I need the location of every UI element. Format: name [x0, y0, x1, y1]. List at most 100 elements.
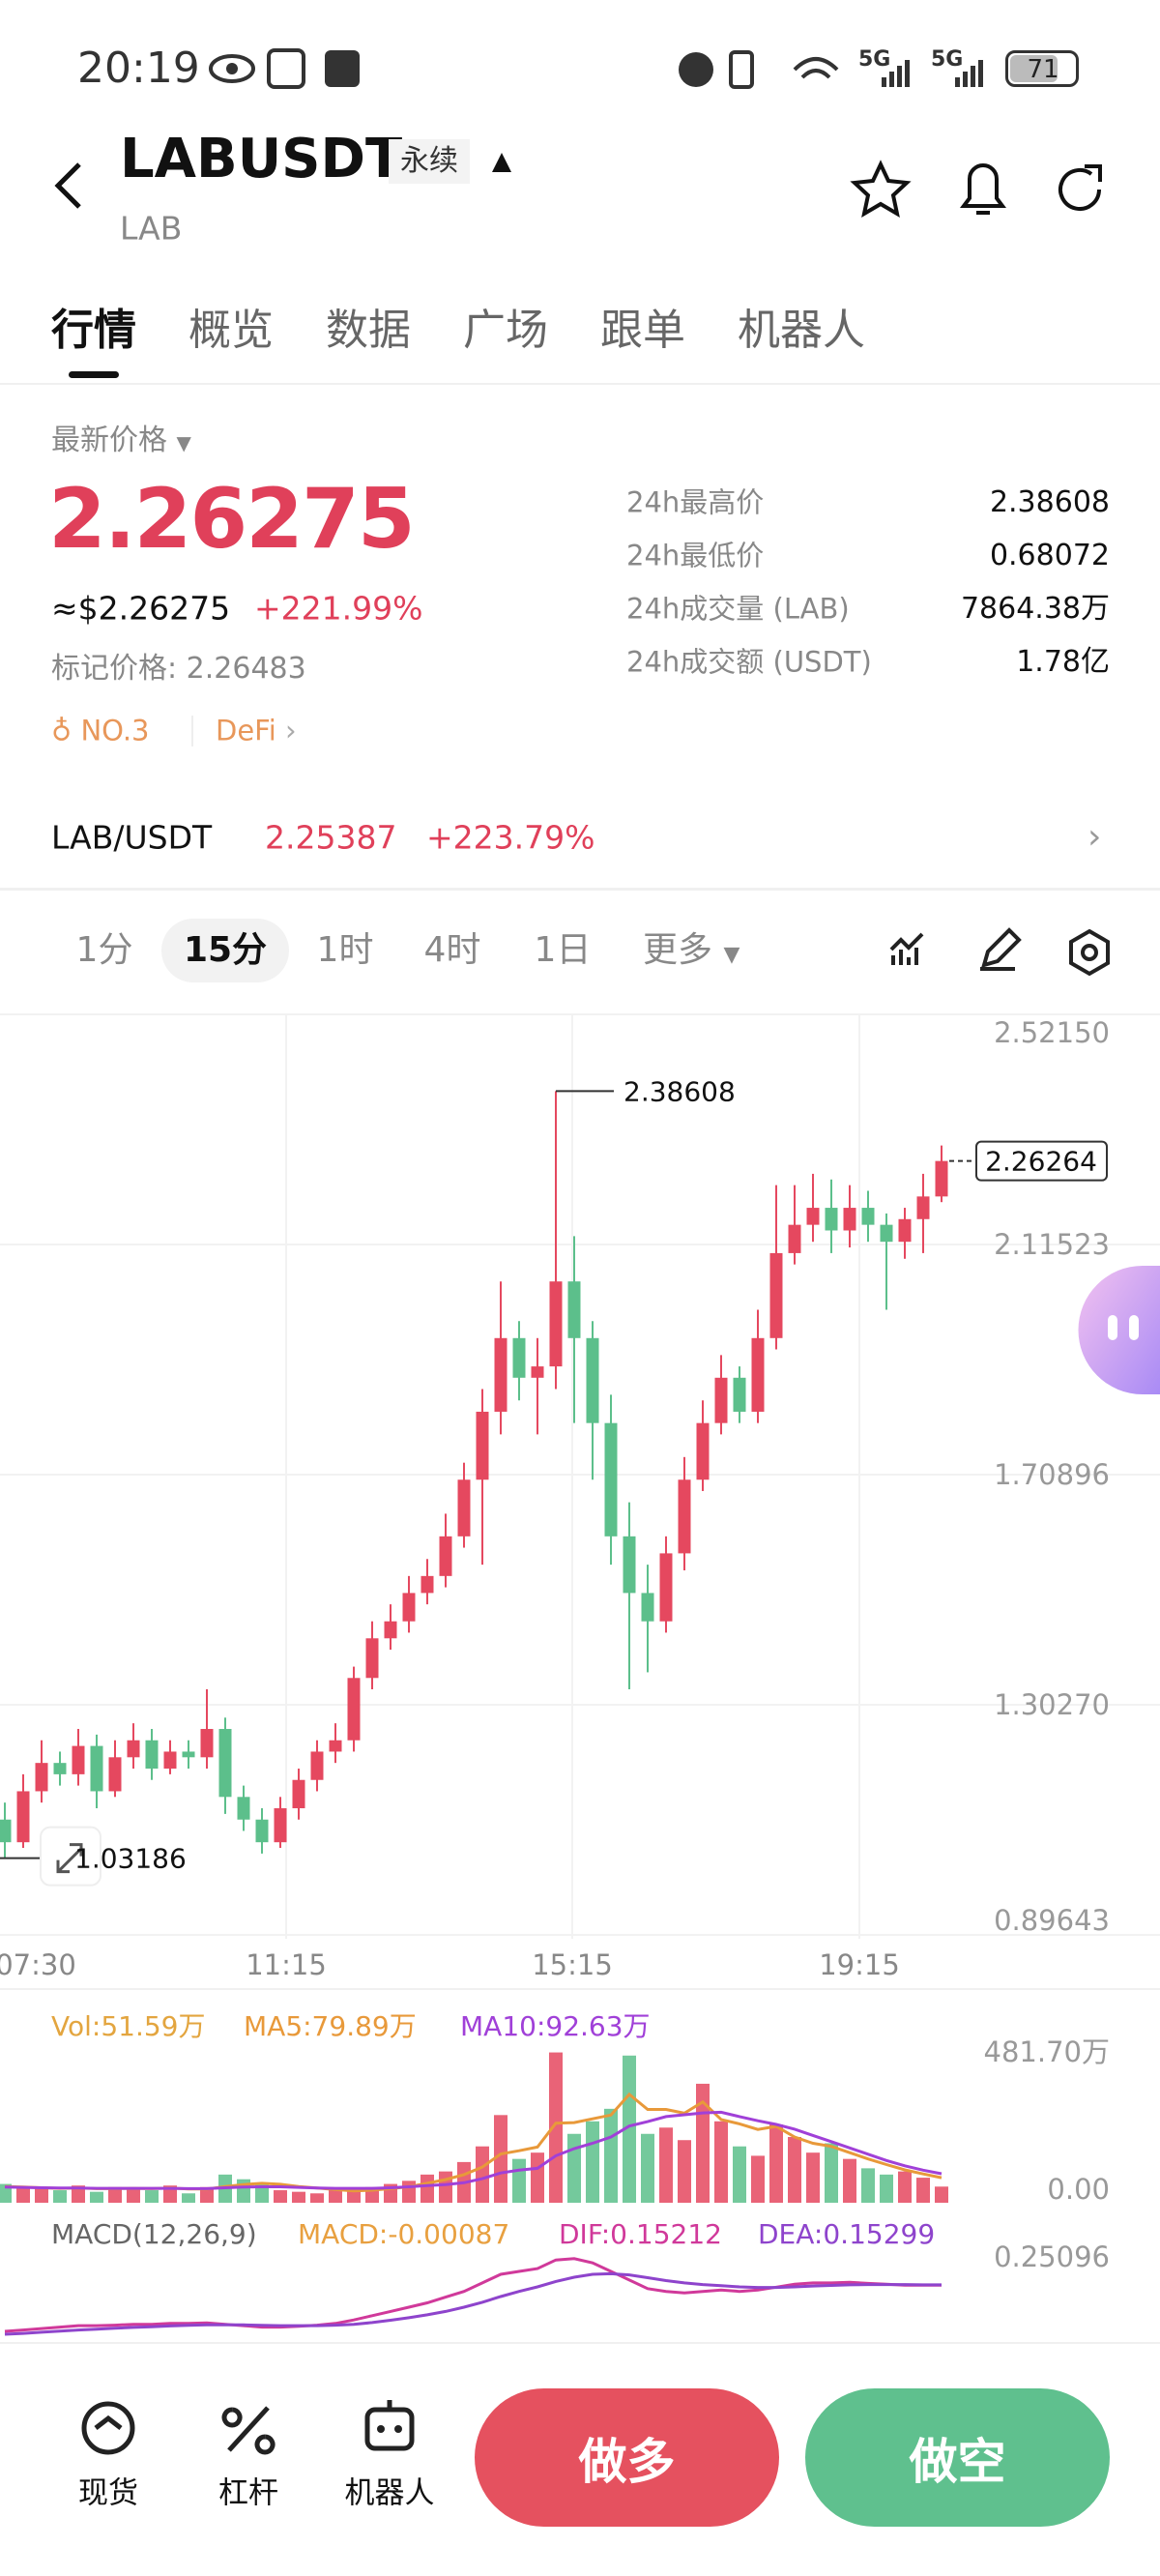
rank-text: NO.3 [80, 714, 150, 747]
interval: 更多 [643, 930, 713, 970]
volume-bar [182, 2193, 195, 2203]
tab[interactable]: 概览 [188, 306, 274, 355]
spot-arrow[interactable]: › [1088, 817, 1102, 857]
y-tick-label: 2.52150 [994, 1016, 1110, 1049]
rank[interactable]: ♁ NO.3 [51, 714, 150, 747]
expand-button[interactable] [40, 1826, 102, 1887]
candle-body [549, 1281, 563, 1367]
candle-body [880, 1224, 893, 1243]
volume-bar [641, 2133, 654, 2203]
volume-bar [659, 2127, 673, 2203]
assistant-eye [1108, 1315, 1117, 1340]
candle-body [145, 1740, 159, 1770]
candle-body [843, 1208, 856, 1231]
macd-title: MACD(12,26,9) [51, 2218, 257, 2250]
volume-bar [329, 2188, 342, 2203]
tab[interactable]: 数据 [326, 306, 411, 355]
contract-tag[interactable]: 永续 [389, 139, 470, 184]
interval-more[interactable]: 更多 ▼ [643, 930, 740, 970]
back-button[interactable] [54, 162, 81, 209]
candle-body [420, 1575, 434, 1594]
favorite-button[interactable] [850, 160, 912, 219]
volume-bar [108, 2186, 122, 2203]
indicator-button[interactable] [889, 932, 924, 965]
volume-bar [72, 2185, 85, 2203]
volume-bar [549, 2052, 563, 2203]
divider [191, 716, 193, 746]
candle-body [733, 1377, 746, 1412]
tab[interactable]: 机器人 [738, 306, 865, 355]
stat-label: 24h成交量 (LAB) [626, 592, 850, 626]
candle-body [586, 1337, 599, 1423]
candle-body [531, 1366, 544, 1378]
settings-button[interactable] [1069, 928, 1110, 977]
contract-dropdown[interactable] [492, 153, 511, 172]
volume-bar [494, 2115, 508, 2203]
volume-bar [347, 2190, 361, 2203]
interval[interactable]: 1分 [75, 930, 133, 970]
volume-bar [200, 2186, 214, 2203]
x-tick-label: 07:30 [0, 1948, 76, 1981]
candle-body [898, 1218, 912, 1243]
volume-bar [861, 2168, 875, 2203]
volume-bar [420, 2174, 434, 2203]
assistant-bubble[interactable] [1078, 1266, 1160, 1394]
divider [0, 383, 1160, 385]
x-tick-label: 19:15 [819, 1948, 900, 1981]
volume-bar [604, 2108, 618, 2203]
y-tick-label: 1.30270 [994, 1688, 1110, 1721]
y-tick-label: 481.70万 [984, 2035, 1110, 2068]
macd-line [4, 2257, 942, 2333]
candle-body [861, 1208, 875, 1225]
sector[interactable]: DeFi › [216, 714, 297, 747]
candle-body [769, 1252, 783, 1338]
action-label[interactable]: 杠杆 [218, 2475, 278, 2511]
candle-body [916, 1196, 930, 1219]
candle-body [494, 1337, 508, 1412]
action-label[interactable]: 现货 [78, 2475, 138, 2511]
price-label: 最新价格 ▼ [51, 424, 191, 457]
volume-bar [898, 2171, 912, 2203]
assistant-eye [1129, 1315, 1139, 1340]
legend-item: DIF:0.15212 [559, 2218, 722, 2250]
draw-button[interactable] [980, 927, 1022, 971]
volume-bar [769, 2124, 783, 2203]
candle-body [200, 1729, 214, 1758]
interval[interactable]: 1时 [316, 930, 374, 970]
volume-bar [255, 2183, 269, 2203]
tab[interactable]: 广场 [463, 306, 548, 355]
candle-body [751, 1337, 765, 1412]
long-button[interactable]: 做多 [475, 2388, 779, 2527]
last-price-box [975, 1140, 1108, 1182]
spot-pair[interactable]: LAB/USDT [51, 818, 213, 857]
short-button[interactable]: 做空 [805, 2388, 1110, 2527]
last-price: 2.26275 [48, 471, 416, 568]
interval[interactable]: 15分 [183, 930, 268, 970]
expand-icon [56, 1843, 83, 1874]
interval[interactable]: 4时 [423, 930, 481, 970]
status-icons [209, 48, 983, 89]
interval[interactable]: 1日 [534, 930, 592, 970]
tab[interactable]: 行情 [51, 306, 136, 355]
x-tick-label: 11:15 [246, 1948, 327, 1981]
volume-bar [35, 2186, 48, 2203]
volume-bar [678, 2140, 691, 2203]
alert-button[interactable] [960, 163, 1006, 215]
base-asset: LAB [120, 209, 183, 248]
volume-bar [16, 2188, 30, 2203]
usd-price: ≈$2.26275 [51, 589, 231, 628]
volume-bar [751, 2155, 765, 2203]
action-icons [81, 2400, 415, 2455]
stat-label: 24h最低价 [626, 539, 765, 572]
candle-body [35, 1763, 48, 1792]
price-label-text: 最新价格 [51, 424, 167, 457]
share-button[interactable] [1058, 164, 1102, 211]
last-price-label: 2.26264 [985, 1146, 1097, 1178]
stat-label: 24h成交额 (USDT) [626, 645, 872, 679]
action-label[interactable]: 机器人 [344, 2475, 435, 2511]
tab[interactable]: 跟单 [600, 306, 685, 355]
stat-value: 0.68072 [989, 539, 1110, 572]
candle-body [163, 1751, 177, 1770]
volume-bar [623, 2055, 636, 2203]
